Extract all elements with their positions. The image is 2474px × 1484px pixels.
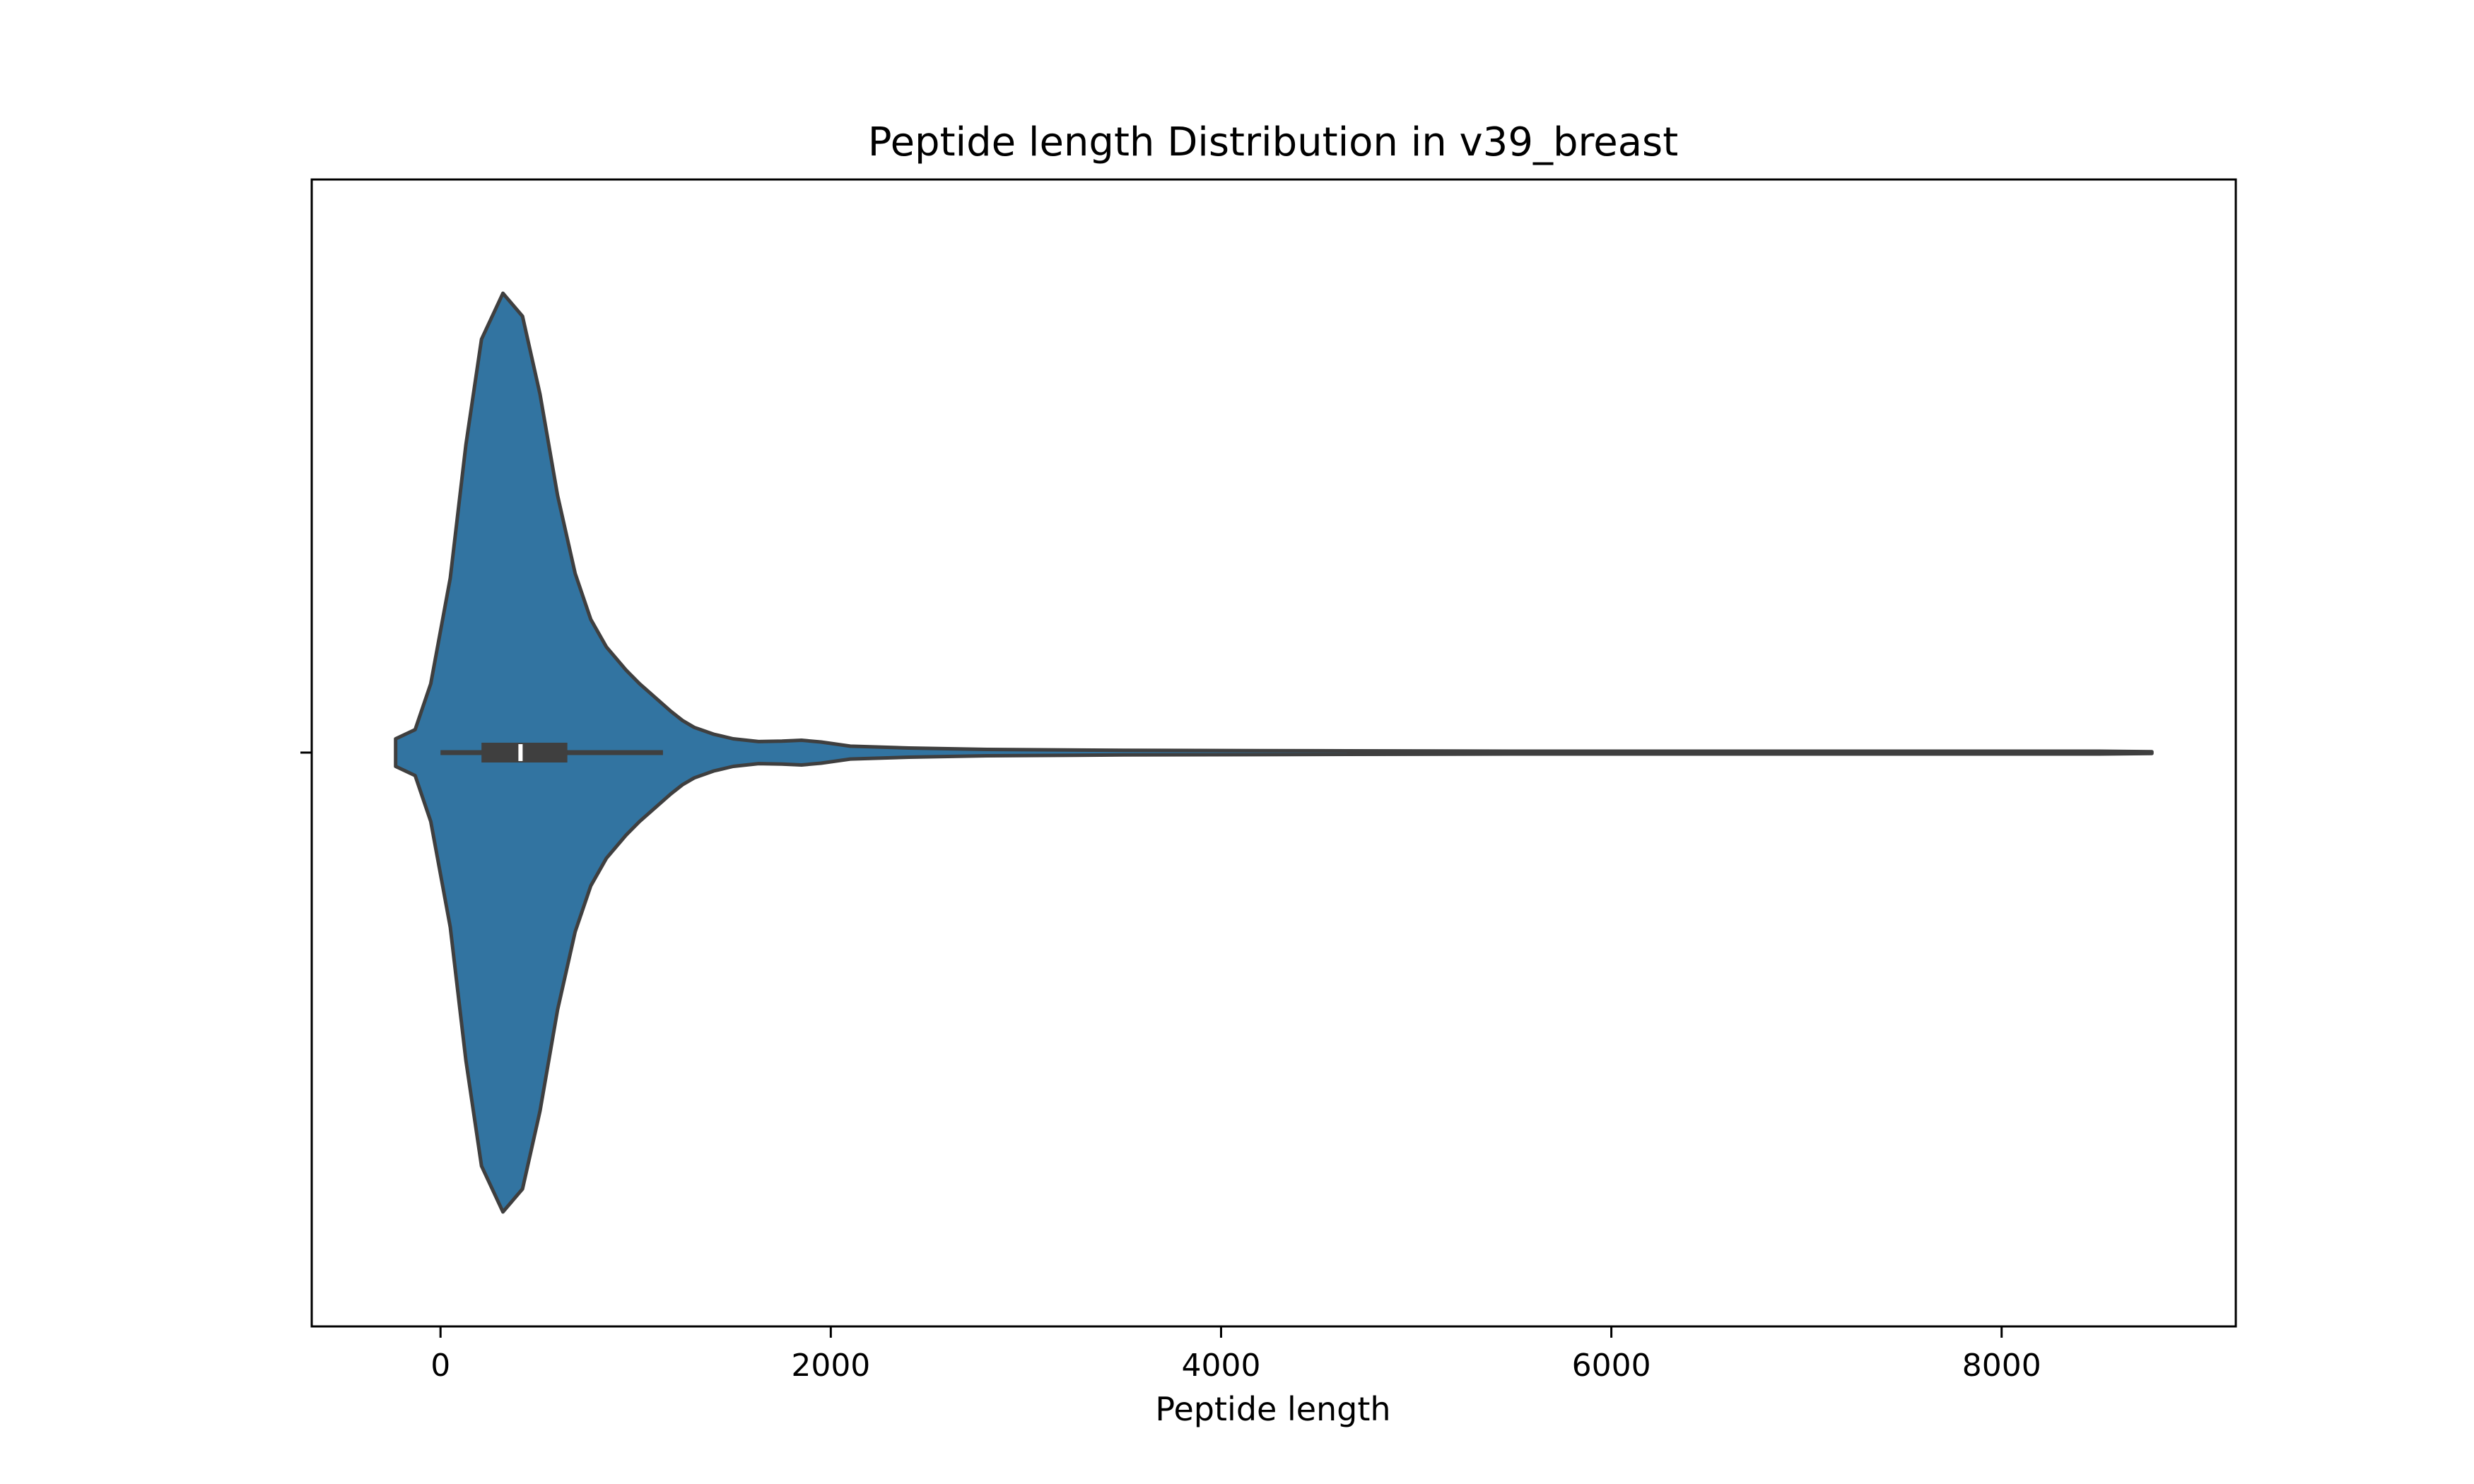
violin-body — [394, 291, 2154, 1214]
box-layer — [440, 743, 663, 762]
x-axis-ticks: 0 2000 4000 6000 8000 — [430, 1326, 2041, 1384]
violin-layer — [394, 291, 2154, 1214]
x-tick-label: 2000 — [791, 1348, 870, 1384]
box-median-marker — [518, 744, 523, 761]
x-tick-label: 0 — [430, 1348, 450, 1384]
x-axis-label: Peptide length — [1155, 1390, 1390, 1428]
x-tick-label: 8000 — [1962, 1348, 2041, 1384]
box-iqr — [481, 743, 568, 762]
chart-title: Peptide length Distribution in v39_breas… — [868, 119, 1678, 165]
x-tick-label: 6000 — [1572, 1348, 1651, 1384]
x-tick-label: 4000 — [1181, 1348, 1260, 1384]
